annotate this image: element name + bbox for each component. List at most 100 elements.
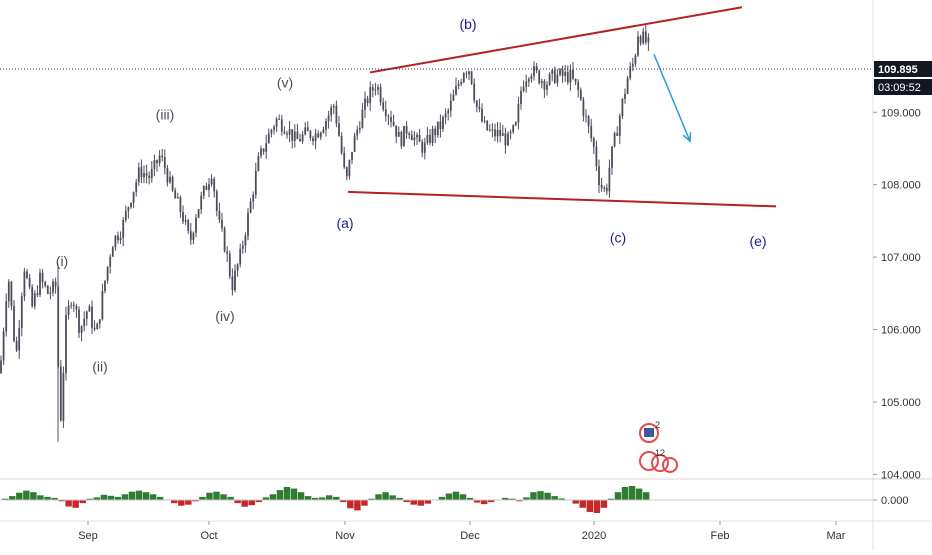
candle-body [215,191,218,211]
candle-body [262,148,265,152]
oscillator-bar [600,500,608,508]
candle-body [520,90,522,104]
oscillator-bar [241,500,248,507]
oscillator-bar [326,495,333,500]
oscillator-bar [23,490,30,500]
candle-body [109,256,112,267]
candle-body [429,134,431,143]
oscillator-bar [347,500,354,509]
oscillator-bar [114,496,122,500]
event-marker-2-icon-a[interactable] [639,451,659,471]
candle-body [637,36,639,56]
candle-body [309,131,312,139]
candle-body [548,74,551,85]
trendline-2[interactable] [347,190,777,208]
candle-body [26,271,28,278]
time-tick-label: Mar [827,530,846,542]
candle-body [156,160,158,164]
oscillator-bar [206,492,213,500]
candle-body [546,84,548,90]
candle-body [460,82,463,84]
candle-body [36,293,39,295]
candle-body [265,143,268,152]
oscillator-bar [586,500,594,512]
candle-body [621,99,624,117]
price-tick-label: 104.000 [881,469,921,481]
oscillator-bar [72,500,79,508]
candle-body [117,235,119,241]
candle-body [33,293,36,307]
time-axis[interactable]: Sep Oct Nov Dec 2020 Feb Mar [78,521,846,542]
candle-body [353,135,356,152]
oscillator-bar [382,492,389,500]
candle-body [228,253,231,277]
event-marker-2[interactable]: 12 [639,448,678,473]
oscillator-bar [410,500,417,505]
candle-body [231,276,234,291]
candle-body [395,125,398,137]
candle-body [499,129,502,136]
oscillator-bar [551,496,558,500]
candle-body [447,110,450,114]
oscillator-bar [375,494,382,500]
candle-body [351,151,353,161]
oscillator-layer [0,485,873,513]
price-axis[interactable]: 104.000 105.000 106.000 107.000 108.000 109.0… [873,107,921,507]
candle-body [98,319,101,324]
candle-body [611,146,613,168]
candle-body [78,309,80,333]
candle-body [431,128,434,143]
candle-body [582,99,585,116]
oscillator-bar [100,494,108,500]
oscillator-bar [354,500,361,511]
oscillator-bar [58,500,65,502]
oscillator-bar [635,488,643,500]
oscillator-bar [142,492,150,500]
candle-body [83,318,86,327]
oscillator-bar [290,488,298,500]
candle-body [416,134,418,138]
event-marker-1[interactable]: 2 [639,420,660,443]
candle-body [647,37,650,43]
oscillator-bar [530,492,537,500]
candle-body [288,129,291,135]
oscillator-bar [607,498,615,500]
oscillator-bar [128,491,136,500]
candle-body [626,78,629,94]
trendline-1[interactable] [369,6,743,74]
candle-body [551,70,554,75]
price-tick-label: 109.000 [881,107,921,119]
candle-body [286,133,288,135]
candle-body [296,131,299,140]
candle-body [270,130,273,134]
candle-body [522,86,525,91]
candle-body [72,304,75,307]
oscillator-bar [537,491,544,500]
candle-body [88,306,91,312]
oscillator-bar [9,496,16,500]
forecast-arrow-shaft[interactable] [653,54,691,142]
candle-body [124,210,127,220]
candle-body [566,71,569,83]
candle-body [59,366,62,421]
candle-body [384,109,387,117]
candle-body [205,186,208,190]
oscillator-bar [544,492,551,500]
candle-body [335,105,338,124]
candle-body [595,146,598,167]
candle-body [15,340,18,351]
oscillator-bar [304,496,312,500]
candle-body [130,202,132,208]
candle-body [392,121,395,126]
candle-body [75,306,78,310]
oscillator-bar [16,492,23,500]
candle-body [2,331,5,361]
candle-body [234,270,236,291]
oscillator-bar [37,495,44,500]
candle-body [106,266,109,281]
candle-body [579,89,582,100]
candle-body [397,132,400,137]
candle-body [561,69,564,76]
oscillator-bar [445,493,453,500]
